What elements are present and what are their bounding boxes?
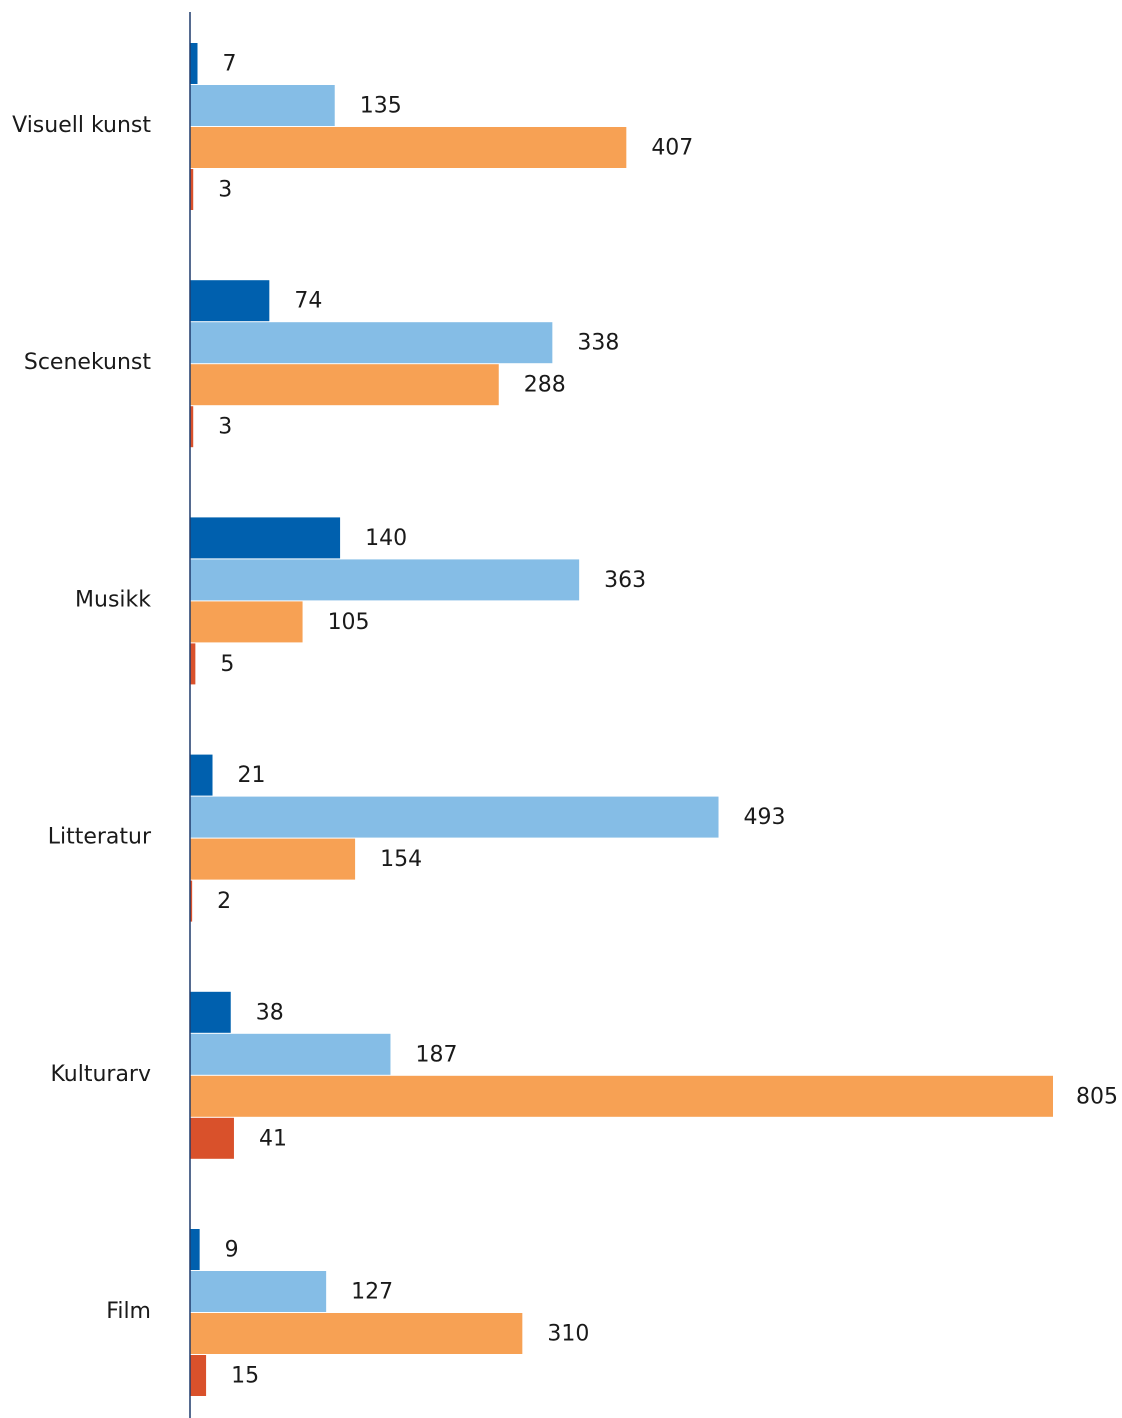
category-label: Musikk (75, 587, 151, 612)
data-label: 805 (1076, 1084, 1118, 1109)
bar (190, 838, 356, 880)
bar (190, 1117, 234, 1159)
bar (190, 364, 499, 406)
bar (190, 1355, 207, 1396)
data-label: 74 (294, 289, 322, 314)
data-label: 363 (604, 568, 646, 593)
category-label: Litteratur (48, 825, 152, 850)
data-label: 140 (365, 526, 407, 551)
bars-layer (190, 43, 1053, 1396)
bar (190, 1229, 200, 1270)
category-label: Film (106, 1299, 151, 1324)
data-label: 127 (351, 1280, 393, 1305)
bar (190, 754, 213, 796)
data-label: 154 (380, 847, 422, 872)
bar (190, 43, 198, 84)
bar (190, 1033, 391, 1075)
data-label: 288 (524, 373, 566, 398)
data-label: 41 (259, 1126, 287, 1151)
data-label: 493 (744, 805, 786, 830)
data-label: 38 (256, 1000, 284, 1025)
bar (190, 169, 194, 210)
data-label: 21 (238, 763, 266, 788)
bar (190, 322, 553, 364)
data-label: 15 (231, 1364, 259, 1389)
bar (190, 127, 627, 168)
data-label: 7 (223, 52, 237, 77)
category-label: Scenekunst (24, 350, 151, 375)
data-label: 407 (651, 136, 693, 161)
bar (190, 559, 580, 601)
data-label: 105 (328, 610, 370, 635)
bar (190, 643, 196, 685)
bar (190, 280, 270, 322)
bar (190, 796, 719, 838)
bar (190, 517, 341, 559)
labels-layer: Visuell kunst71354073Scenekunst743382883… (12, 52, 1118, 1389)
bar (190, 991, 231, 1033)
bar (190, 1271, 327, 1312)
data-label: 187 (415, 1042, 457, 1067)
category-label: Kulturarv (50, 1062, 151, 1087)
bar (190, 1313, 523, 1354)
data-label: 2 (217, 889, 231, 914)
bar (190, 880, 193, 922)
data-label: 9 (225, 1238, 239, 1263)
data-label: 338 (577, 331, 619, 356)
data-label: 135 (360, 94, 402, 119)
category-label: Visuell kunst (12, 113, 151, 138)
data-label: 3 (218, 178, 232, 203)
bar (190, 1075, 1053, 1117)
data-label: 3 (218, 415, 232, 440)
bar (190, 406, 194, 448)
data-label: 5 (220, 652, 234, 677)
bar (190, 85, 335, 126)
bar (190, 601, 303, 643)
data-label: 310 (547, 1322, 589, 1347)
